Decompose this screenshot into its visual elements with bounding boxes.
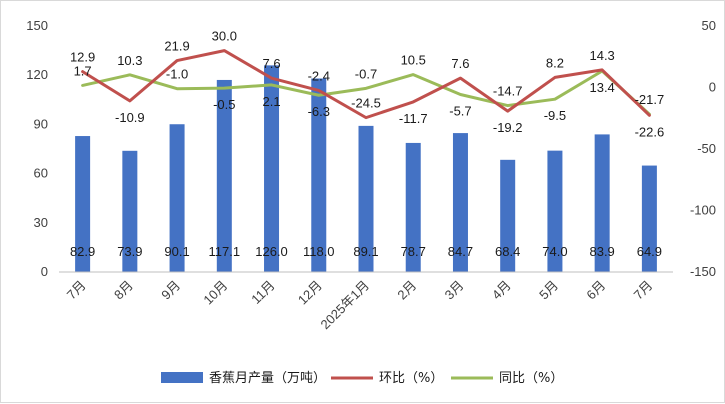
mom-data-label: -10.9 xyxy=(115,110,145,125)
mom-data-label: -2.4 xyxy=(308,68,330,83)
bar-value-label: 117.1 xyxy=(209,244,241,259)
yoy-data-label: -9.5 xyxy=(544,108,566,123)
x-tick-label: 10月 xyxy=(200,278,230,308)
y-left-tick-label: 90 xyxy=(34,116,48,131)
x-tick-label: 7月 xyxy=(631,278,656,303)
yoy-data-label: 2.1 xyxy=(262,94,280,109)
x-tick-label: 2月 xyxy=(394,278,419,303)
y-right-tick-label: -50 xyxy=(697,141,716,156)
mom-data-label: 8.2 xyxy=(546,55,564,70)
bar xyxy=(358,125,374,272)
legend-label-yoy: 同比（%） xyxy=(499,371,563,386)
y-right-tick-label: 0 xyxy=(709,80,716,95)
mom-data-label: 21.9 xyxy=(164,39,189,54)
bar xyxy=(500,159,516,272)
legend-label-mom: 环比（%） xyxy=(379,371,443,386)
bar-value-label: 64.9 xyxy=(637,244,662,259)
x-tick-label: 8月 xyxy=(111,278,136,303)
bar xyxy=(594,134,610,272)
mom-data-label: -22.6 xyxy=(635,124,665,139)
bar xyxy=(122,150,138,272)
bar-value-label: 78.7 xyxy=(401,244,426,259)
yoy-data-label: -0.7 xyxy=(355,66,377,81)
bar xyxy=(547,150,563,272)
bar xyxy=(75,136,91,272)
x-tick-label: 6月 xyxy=(583,278,608,303)
yoy-data-label: -0.5 xyxy=(213,97,235,112)
bar-value-label: 90.1 xyxy=(164,244,189,259)
y-left-tick-label: 60 xyxy=(34,166,48,181)
bar xyxy=(311,78,327,272)
mom-data-label: 14.3 xyxy=(589,48,614,63)
yoy-data-label: -14.7 xyxy=(493,84,523,99)
x-tick-label: 9月 xyxy=(158,278,183,303)
y-left-tick-label: 150 xyxy=(26,18,48,33)
bar-value-label: 89.1 xyxy=(353,244,378,259)
yoy-data-label: -5.7 xyxy=(449,104,471,119)
bar xyxy=(452,133,468,272)
bar-value-label: 82.9 xyxy=(70,244,95,259)
y-left-tick-label: 30 xyxy=(34,215,48,230)
mom-data-label: 30.0 xyxy=(212,29,237,44)
x-tick-label: 3月 xyxy=(442,278,467,303)
yoy-data-label: 10.3 xyxy=(117,53,142,68)
x-tick-label: 7月 xyxy=(64,278,89,303)
yoy-data-label: -1.0 xyxy=(166,67,188,82)
bar xyxy=(264,65,280,272)
bar-value-label: 84.7 xyxy=(448,244,473,259)
bar xyxy=(169,124,185,273)
x-tick-label: 11月 xyxy=(248,278,277,307)
bar-value-label: 74.0 xyxy=(542,244,567,259)
yoy-data-label: 10.5 xyxy=(401,53,426,68)
bar-value-label: 83.9 xyxy=(589,244,614,259)
y-left-tick-label: 0 xyxy=(41,264,48,279)
mom-data-label: -24.5 xyxy=(351,96,381,111)
bar-value-label: 68.4 xyxy=(495,244,520,259)
mom-data-label: -11.7 xyxy=(399,111,428,126)
y-right-tick-label: 50 xyxy=(702,18,716,33)
bar-value-label: 118.0 xyxy=(303,244,335,259)
bar xyxy=(216,79,232,273)
yoy-data-label: 1.7 xyxy=(74,63,92,78)
yoy-line xyxy=(81,69,651,116)
yoy-data-label: -21.7 xyxy=(635,92,665,107)
bar-value-label: 126.0 xyxy=(255,244,288,259)
yoy-data-label: 13.4 xyxy=(589,80,614,95)
x-tick-label: 2025年1月 xyxy=(318,278,373,333)
mom-data-label: 12.9 xyxy=(70,50,95,65)
mom-data-label: 7.6 xyxy=(262,56,280,71)
mom-line xyxy=(81,49,651,120)
y-right-tick-label: -100 xyxy=(690,203,716,218)
x-tick-label: 5月 xyxy=(536,278,561,303)
bar xyxy=(405,142,421,272)
yoy-data-label: -6.3 xyxy=(308,104,330,119)
mom-data-label: -19.2 xyxy=(493,120,523,135)
x-tick-label: 4月 xyxy=(489,278,514,303)
x-tick-label: 12月 xyxy=(295,278,325,308)
y-right-tick-label: -150 xyxy=(690,264,716,279)
y-left-tick-label: 120 xyxy=(26,67,48,82)
legend-swatch-bar xyxy=(161,372,203,383)
bar-value-label: 73.9 xyxy=(117,244,142,259)
legend-label-output: 香蕉月产量（万吨） xyxy=(209,371,326,386)
mom-data-label: 7.6 xyxy=(451,56,469,71)
bar xyxy=(641,165,657,272)
